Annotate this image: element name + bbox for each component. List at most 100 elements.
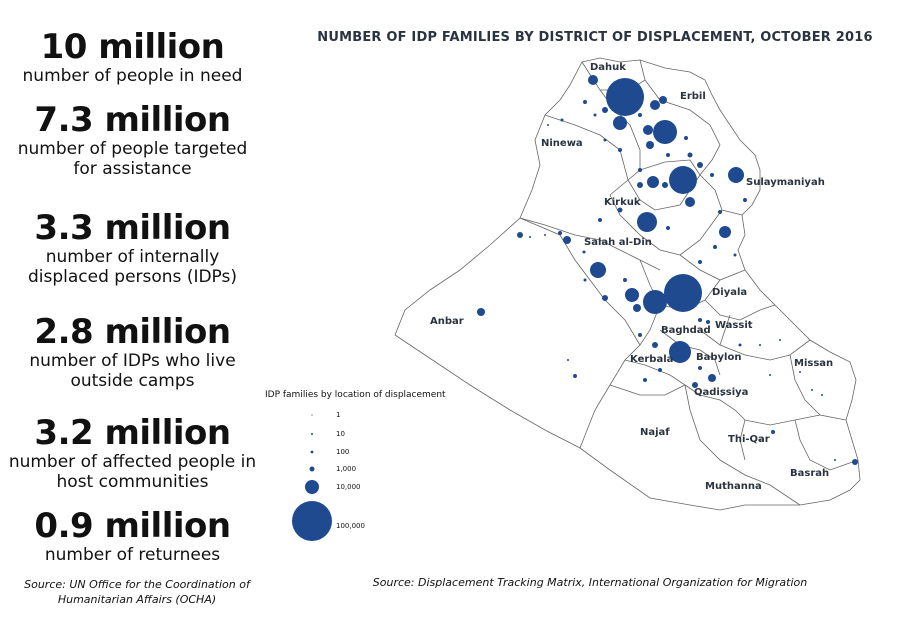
bubble-baghdad-2: [643, 290, 667, 314]
legend-symbol-1000: [309, 466, 315, 472]
bubble-missan-1: [799, 371, 801, 373]
label-babylon: Babylon: [696, 352, 741, 363]
bubble-anbar-3: [544, 234, 546, 236]
bubble-basrah-2: [834, 459, 836, 461]
bubble-dahuk-5: [602, 107, 608, 113]
stat-label: number of people targeted for assistance: [17, 139, 248, 179]
legend-symbol-100: [310, 450, 314, 454]
bubble-sulay-large: [728, 167, 744, 183]
bubble-baghdad-large: [664, 274, 702, 312]
bubble-missan-2: [811, 389, 813, 391]
bubble-ninewa-1: [560, 118, 564, 122]
bubble-erbil-6: [687, 152, 693, 158]
legend-label-1: 1: [336, 411, 341, 419]
bubble-baghdad-4: [633, 304, 641, 312]
bubble-kirkuk-3: [637, 182, 643, 188]
legend-symbol-100000: [292, 501, 332, 541]
bubble-najaf-2: [643, 378, 647, 382]
source-dtm: Source: Displacement Tracking Matrix, In…: [372, 576, 808, 589]
bubble-diyala-1: [698, 260, 702, 264]
legend-label-100000: 100,000: [336, 522, 365, 530]
stat-returnees: 0.9 million number of returnees: [0, 507, 265, 565]
bubble-misc-4: [769, 374, 771, 376]
stat-value: 3.3 million: [34, 208, 231, 248]
bubble-salah-1: [637, 212, 657, 232]
bubble-diyala-3: [713, 245, 717, 249]
bubble-kirkuk-4: [662, 182, 668, 188]
stat-idps: 3.3 million number of internally displac…: [0, 209, 265, 287]
legend-symbol-10: [311, 433, 313, 435]
bubble-wassit-1: [706, 320, 710, 324]
bubble-kerbala-2: [652, 342, 658, 348]
stat-people-targeted: 7.3 million number of people targeted fo…: [0, 101, 265, 179]
province-borders: [394, 57, 861, 511]
bubble-kerbala-3: [638, 333, 642, 337]
border-thiqar: [744, 414, 821, 426]
border-missan: [789, 354, 847, 421]
border-salah-east: [609, 194, 723, 256]
stat-idps-outside-camps: 2.8 million number of IDPs who live outs…: [0, 313, 265, 391]
bubble-babylon-1: [698, 366, 702, 370]
bubble-ninewa-3: [603, 138, 607, 142]
legend-symbols: [292, 414, 332, 541]
label-sulaymaniyah: Sulaymaniyah: [746, 177, 825, 188]
legend-label-10: 10: [336, 430, 345, 438]
country-outline: [394, 57, 861, 511]
bubble-ninewa-4: [618, 148, 622, 152]
bubble-dahuk-6: [613, 116, 627, 130]
bubble-kirkuk-large: [669, 166, 697, 194]
bubble-kerbala: [669, 341, 691, 363]
bubble-diyala-4: [733, 253, 737, 257]
bubble-ninewa-2: [547, 124, 549, 126]
bubble-salah-4: [598, 218, 602, 222]
label-wassit: Wassit: [715, 320, 753, 331]
border-wassit: [704, 299, 776, 321]
bubble-qadissiya-1: [692, 382, 698, 388]
legend-title: IDP families by location of displacement: [265, 390, 446, 400]
label-qadissiya: Qadissiya: [694, 387, 748, 398]
bubble-baghdad-6: [698, 318, 702, 322]
bubble-wassit-2: [738, 343, 742, 347]
bubble-erbil-2: [643, 125, 653, 135]
bubble-misc-2: [567, 359, 569, 361]
label-muthanna: Muthanna: [705, 481, 762, 492]
bubble-erbil-large: [653, 120, 677, 144]
border-ninewa-kirkuk: [544, 114, 629, 196]
border-qadissiya: [699, 394, 746, 421]
label-baghdad: Baghdad: [661, 325, 711, 336]
bubble-dahuk-2: [588, 75, 598, 85]
border-misc-2: [739, 419, 746, 461]
legend-label-10000: 10,000: [336, 483, 361, 491]
legend-symbol-1: [311, 414, 313, 416]
label-ninewa: Ninewa: [541, 138, 583, 149]
bubble-salah-3: [617, 207, 623, 213]
border-kirkuk: [627, 174, 701, 211]
stat-label: number of IDPs who live outside camps: [29, 351, 236, 391]
border-diyala: [679, 254, 746, 281]
bubble-salah-7: [582, 250, 586, 254]
border-babylon: [659, 329, 721, 376]
stat-label: number of internally displaced persons (…: [27, 247, 237, 287]
map-title: NUMBER OF IDP FAMILIES BY DISTRICT OF DI…: [317, 30, 873, 45]
border-najaf: [609, 384, 701, 396]
bubble-thiqar-1: [771, 430, 775, 434]
border-erbil-south: [639, 159, 701, 176]
stat-label: number of returnees: [44, 545, 221, 565]
stat-value: 10 million: [40, 27, 225, 67]
bubble-misc-5: [821, 394, 823, 396]
label-kerbala: Kerbala: [630, 354, 673, 365]
bubble-kirkuk-7: [710, 173, 714, 177]
legend-label-100: 100: [336, 448, 350, 456]
bubble-baghdad-5: [623, 278, 627, 282]
label-missan: Missan: [794, 358, 833, 369]
idp-bubbles: [477, 75, 858, 465]
bubble-salah-6: [558, 231, 562, 235]
border-muthanna: [684, 384, 801, 506]
label-erbil: Erbil: [680, 91, 706, 102]
border-kerbala: [624, 359, 686, 386]
label-thi-qar: Thi-Qar: [728, 434, 770, 445]
bubble-anbar-5: [583, 278, 587, 282]
label-salah-al-din: Salah al-Din: [584, 237, 652, 248]
stat-label: number of people in need: [22, 66, 243, 86]
